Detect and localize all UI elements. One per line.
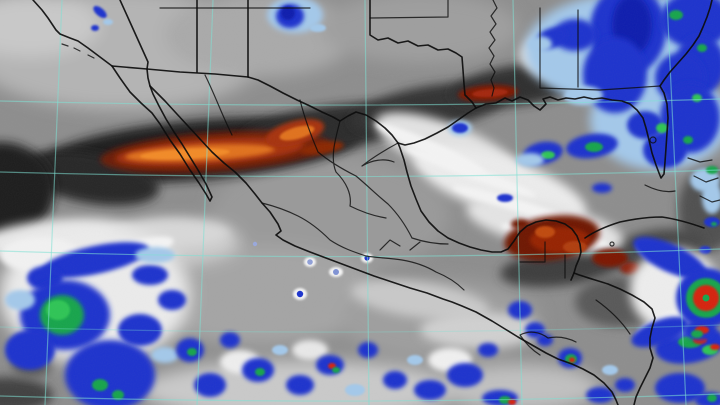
coastlines-borders — [32, 0, 720, 405]
